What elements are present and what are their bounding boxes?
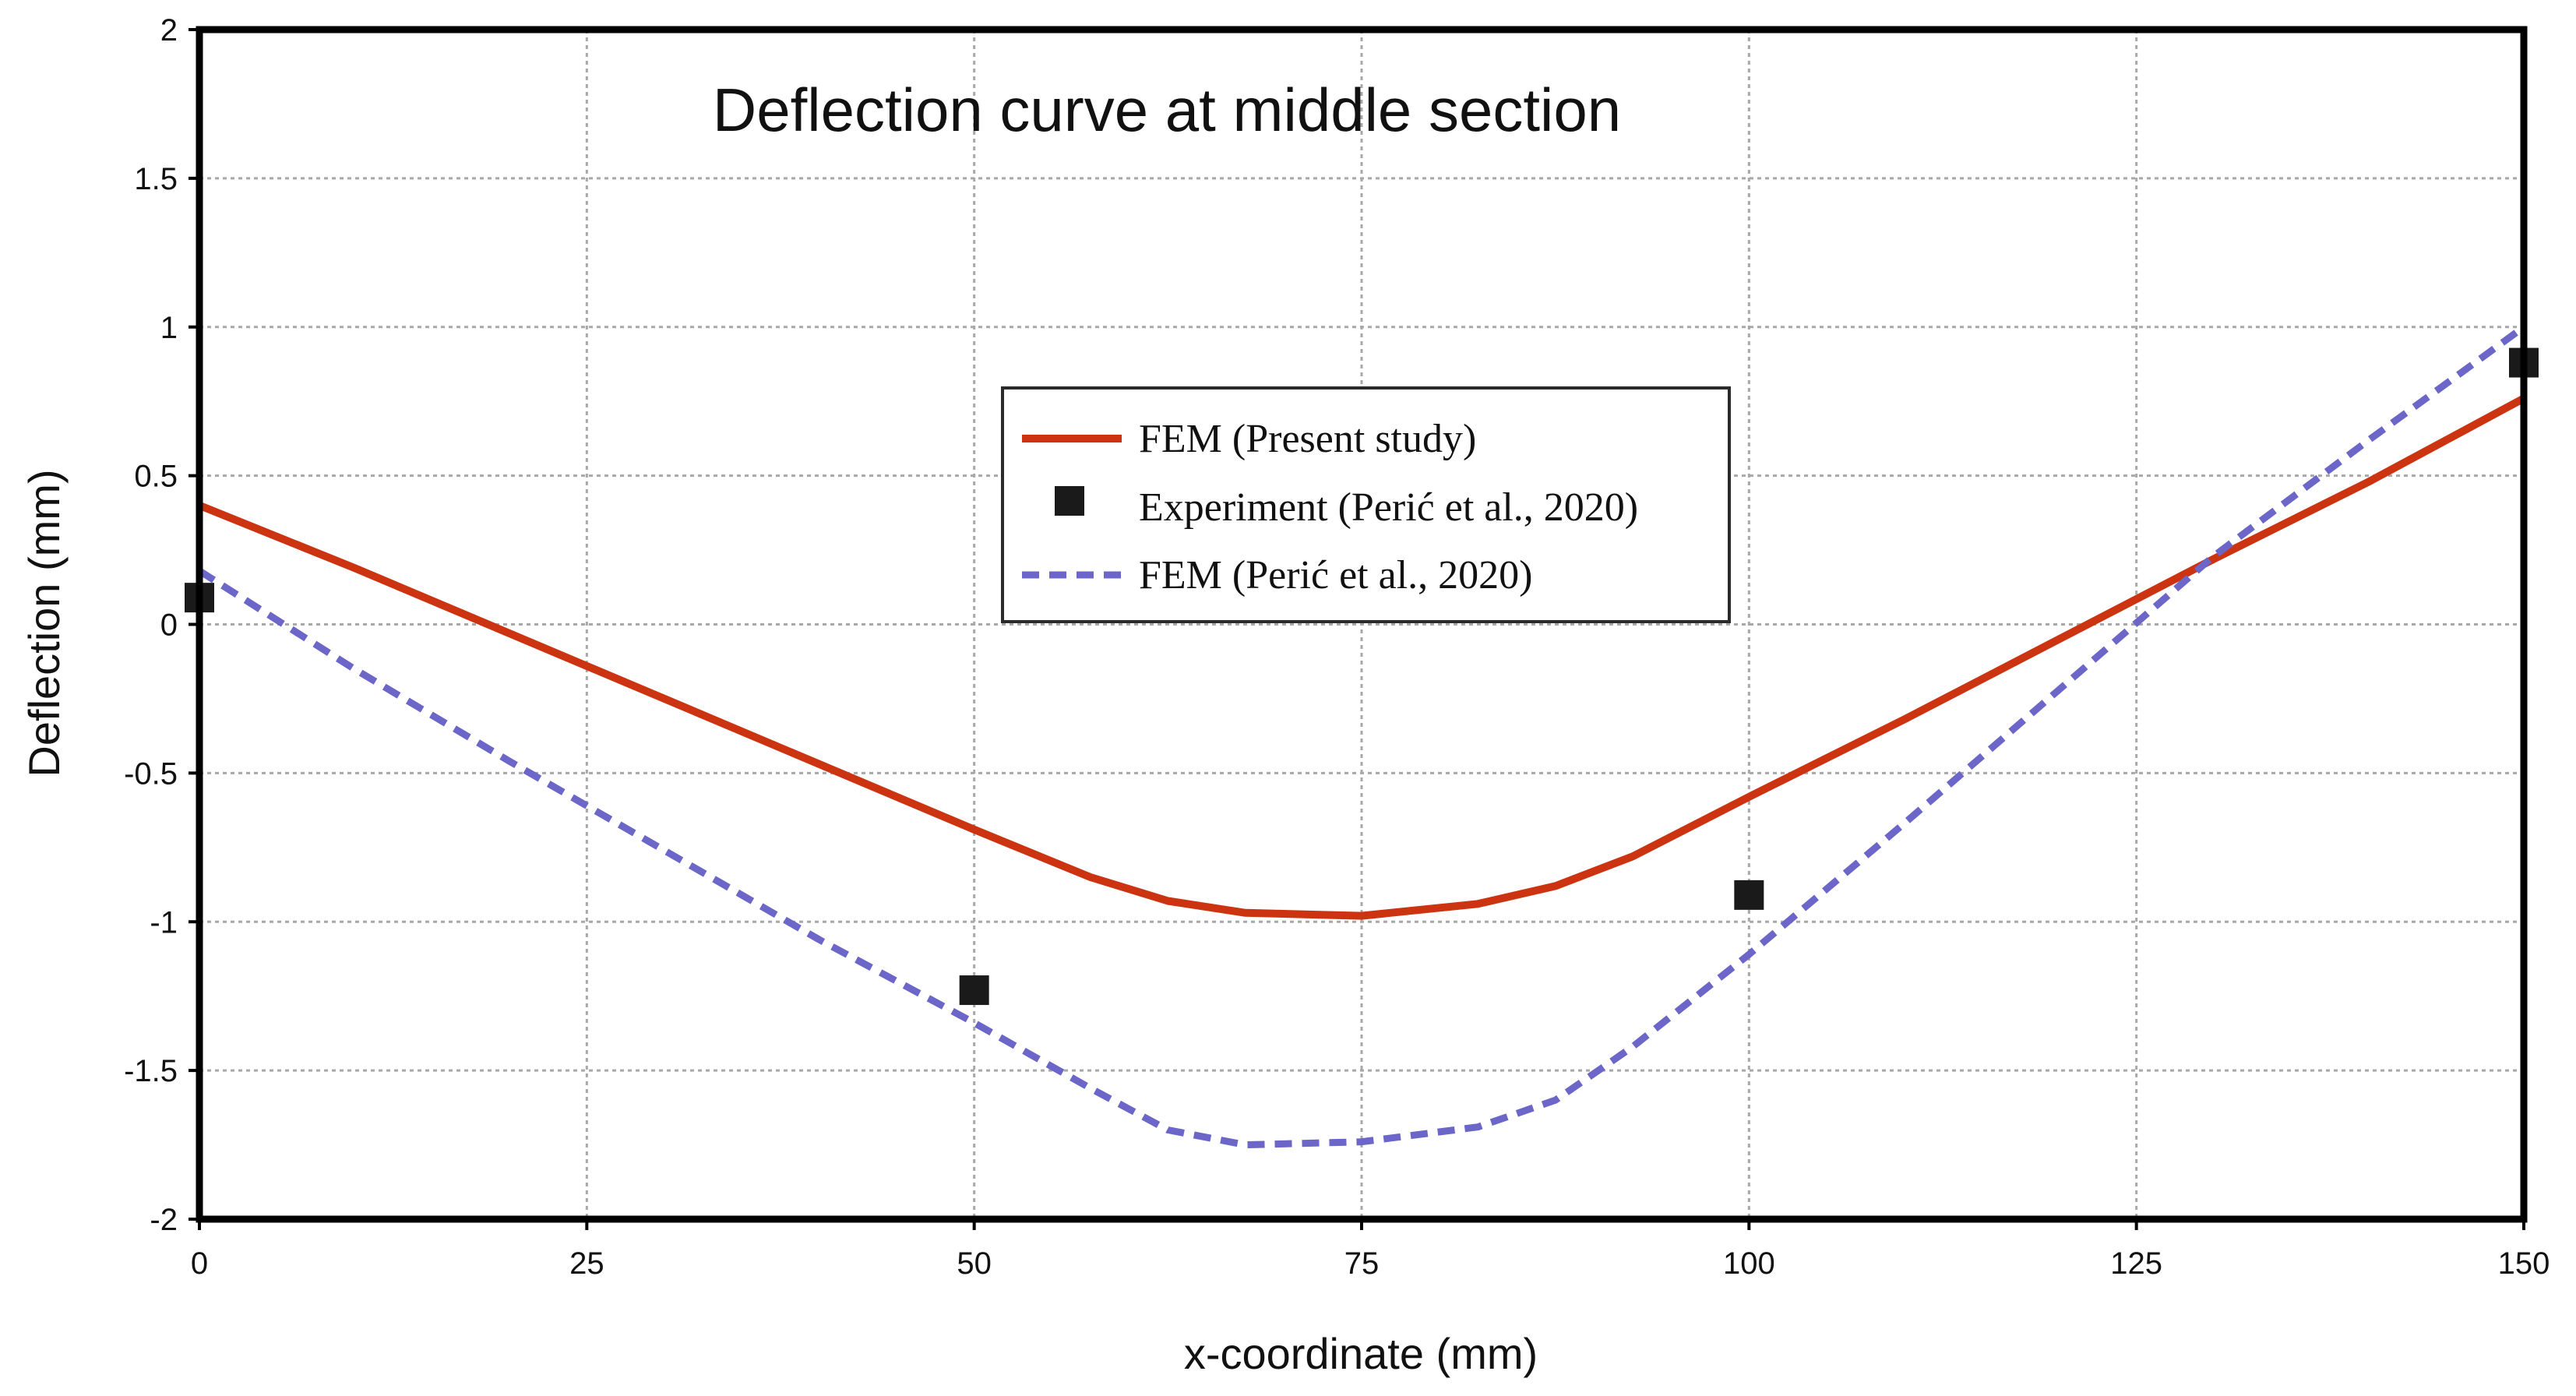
legend-label-experiment: Experiment (Perić et al., 2020): [1139, 485, 1638, 530]
legend-box: [1001, 386, 1731, 623]
x-tick-label-5: 125: [2110, 1246, 2162, 1281]
legend: FEM (Present study) Experiment (Perić et…: [1001, 386, 1731, 623]
fem-peric-line: [197, 324, 2526, 1149]
legend-label-fem-present: FEM (Present study): [1139, 417, 1476, 461]
experiment-marker-2: [1734, 880, 1764, 910]
x-tick-label-0: 0: [191, 1246, 208, 1281]
y-tick-label-5: -0.5: [124, 756, 178, 791]
experiment-marker-1: [959, 975, 989, 1006]
grid-lines: [199, 30, 2524, 1219]
y-tick-label-7: -1.5: [124, 1054, 178, 1088]
y-tick-label-6: -1: [150, 905, 178, 939]
legend-label-fem-peric: FEM (Perić et al., 2020): [1139, 553, 1532, 598]
tick-labels: 0 25 50 75 100 125 150 2 1.5 1 0.5 0 -0.5 -1 -1.5 -2: [124, 13, 2550, 1281]
y-tick-label-1: 1.5: [134, 162, 178, 196]
x-tick-label-4: 100: [1723, 1246, 1775, 1281]
x-tick-label-2: 50: [957, 1246, 992, 1281]
y-tick-label-3: 0.5: [134, 460, 178, 494]
y-axis-label: Deflection (mm): [19, 469, 69, 777]
y-tick-label-8: -2: [150, 1203, 178, 1237]
y-tick-label-0: 2: [160, 13, 178, 48]
x-tick-label-6: 150: [2498, 1246, 2550, 1281]
y-tick-label-4: 0: [160, 608, 178, 643]
chart-title: Deflection curve at middle section: [713, 76, 1621, 144]
fem-present-line: [198, 394, 2526, 920]
x-tick-label-3: 75: [1344, 1246, 1380, 1281]
x-tick-label-1: 25: [569, 1246, 604, 1281]
x-axis-label: x-coordinate (mm): [1184, 1329, 1538, 1378]
y-tick-label-2: 1: [160, 311, 178, 345]
data-series: [185, 324, 2539, 1149]
legend-swatch-experiment: [1055, 486, 1084, 516]
